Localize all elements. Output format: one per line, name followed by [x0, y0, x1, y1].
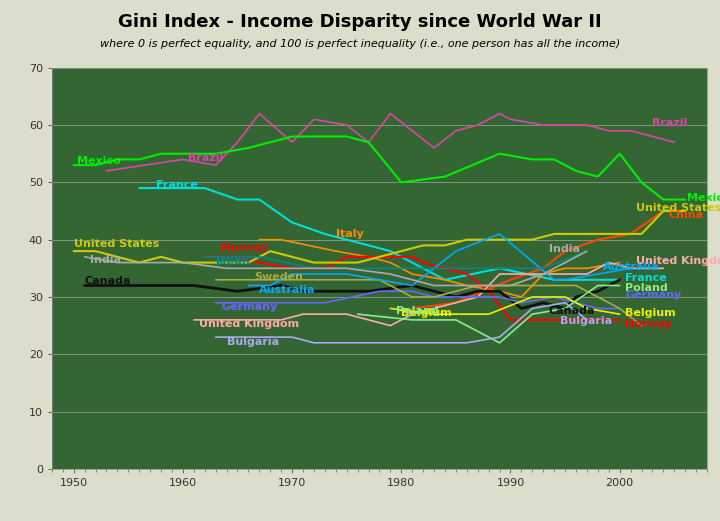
Text: Japan: Japan	[215, 256, 251, 266]
Text: Norway: Norway	[221, 243, 268, 253]
Text: France: France	[156, 180, 197, 190]
Text: Australia: Australia	[603, 262, 660, 271]
Text: Germany: Germany	[625, 290, 681, 300]
Text: Sweden: Sweden	[254, 272, 303, 282]
Text: France: France	[625, 273, 667, 283]
Text: United Kingdom: United Kingdom	[636, 256, 720, 266]
Text: United Kingdom: United Kingdom	[199, 319, 300, 329]
Text: Italy: Italy	[336, 229, 364, 239]
Text: United States: United States	[636, 203, 720, 213]
Text: Belgium: Belgium	[625, 308, 676, 318]
Text: Bulgaria: Bulgaria	[559, 316, 612, 326]
Text: India: India	[90, 255, 121, 265]
Text: Mexico: Mexico	[688, 193, 720, 203]
Text: Brazil: Brazil	[189, 153, 224, 163]
Text: Germany: Germany	[221, 302, 277, 312]
Text: Canada: Canada	[549, 306, 595, 316]
Text: Australia: Australia	[259, 284, 315, 294]
Text: India: India	[549, 244, 580, 254]
Text: Bulgaria: Bulgaria	[227, 337, 279, 346]
Text: Belgium: Belgium	[401, 308, 452, 318]
Text: Poland: Poland	[396, 306, 438, 316]
Text: Gini Index - Income Disparity since World War II: Gini Index - Income Disparity since Worl…	[118, 13, 602, 31]
Text: where 0 is perfect equality, and 100 is perfect inequality (i.e., one person has: where 0 is perfect equality, and 100 is …	[100, 39, 620, 49]
Text: Canada: Canada	[84, 276, 131, 286]
Text: China: China	[669, 210, 704, 220]
Text: Norway: Norway	[625, 319, 672, 329]
Text: Mexico: Mexico	[77, 156, 120, 166]
Text: Brazil: Brazil	[652, 118, 688, 128]
Text: United States: United States	[73, 239, 159, 249]
Text: Poland: Poland	[625, 283, 668, 293]
